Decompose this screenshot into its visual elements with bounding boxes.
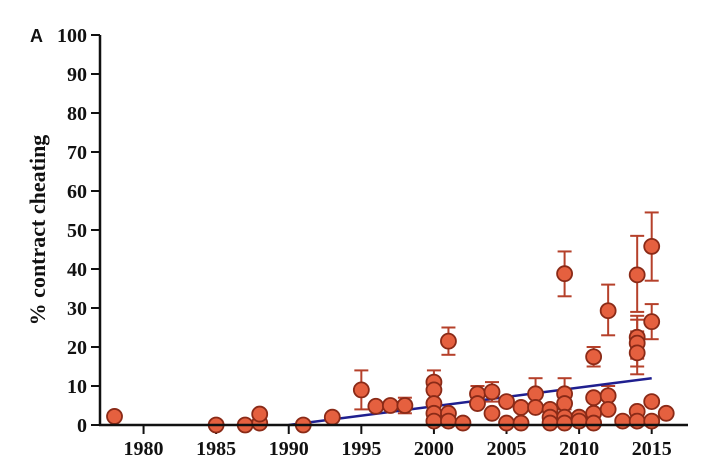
y-tick-label: 0 bbox=[77, 415, 87, 437]
x-axis-ticks: 1980 1985 1990 1995 2000 2005 2010 2015 bbox=[124, 425, 672, 460]
data-point bbox=[440, 412, 457, 430]
data-point bbox=[643, 412, 661, 430]
axes bbox=[98, 35, 688, 427]
data-point bbox=[599, 400, 617, 418]
y-tick-label: 10 bbox=[67, 376, 87, 398]
data-point bbox=[585, 389, 603, 407]
y-tick-label: 100 bbox=[57, 25, 87, 47]
data-point bbox=[643, 237, 661, 255]
data-point bbox=[352, 381, 370, 399]
x-tick-label: 1985 bbox=[196, 438, 236, 460]
data-points bbox=[106, 237, 675, 434]
x-tick-label: 1980 bbox=[124, 438, 164, 460]
data-point bbox=[527, 399, 544, 416]
data-point bbox=[643, 393, 661, 411]
data-point bbox=[498, 414, 515, 432]
data-point bbox=[570, 412, 588, 430]
y-tick-label: 30 bbox=[67, 298, 87, 320]
data-point bbox=[440, 332, 457, 350]
y-axis-title: % contract cheating bbox=[25, 135, 50, 326]
data-point bbox=[599, 302, 617, 320]
y-tick-label: 40 bbox=[67, 259, 87, 281]
data-point bbox=[585, 348, 603, 366]
data-point bbox=[628, 266, 646, 284]
x-tick-label: 2015 bbox=[632, 438, 672, 460]
data-point bbox=[425, 412, 443, 430]
y-tick-label: 60 bbox=[67, 181, 87, 203]
x-tick-label: 2005 bbox=[487, 438, 527, 460]
data-point bbox=[541, 414, 559, 432]
data-point bbox=[483, 404, 501, 422]
x-tick-label: 1995 bbox=[341, 438, 381, 460]
data-point bbox=[106, 408, 123, 425]
data-point bbox=[614, 412, 632, 430]
data-point bbox=[556, 414, 573, 432]
data-point bbox=[556, 265, 573, 283]
x-tick-label: 2010 bbox=[559, 438, 599, 460]
y-tick-label: 20 bbox=[67, 337, 87, 359]
data-point bbox=[323, 408, 341, 426]
data-point bbox=[381, 397, 399, 414]
y-tick-label: 90 bbox=[67, 64, 87, 86]
x-tick-label: 1990 bbox=[269, 438, 309, 460]
data-point bbox=[367, 397, 385, 415]
data-point bbox=[469, 395, 486, 412]
data-point bbox=[498, 393, 515, 411]
data-point bbox=[454, 414, 472, 432]
data-point bbox=[657, 404, 675, 422]
y-tick-label: 70 bbox=[67, 142, 87, 164]
data-point bbox=[512, 399, 530, 416]
data-point bbox=[396, 397, 414, 414]
data-point bbox=[628, 412, 646, 430]
data-point bbox=[483, 383, 501, 401]
data-point bbox=[556, 395, 573, 412]
data-point bbox=[512, 414, 530, 432]
x-tick-label: 2000 bbox=[414, 438, 454, 460]
y-axis-ticks: 0 10 20 30 40 50 60 70 80 90 100 bbox=[57, 25, 100, 437]
y-tick-label: 50 bbox=[67, 220, 87, 242]
data-point bbox=[251, 405, 269, 423]
y-tick-label: 80 bbox=[67, 103, 87, 125]
data-point bbox=[585, 414, 603, 432]
data-point bbox=[628, 344, 646, 362]
data-point bbox=[643, 313, 661, 331]
data-point bbox=[527, 385, 544, 403]
panel-label: A bbox=[30, 26, 43, 46]
